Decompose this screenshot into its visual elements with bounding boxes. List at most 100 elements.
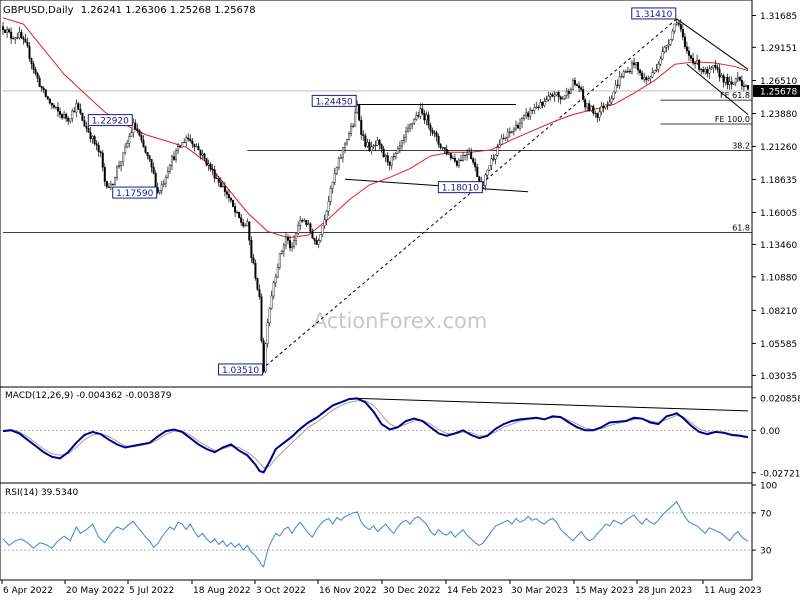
candle-body	[429, 124, 432, 131]
candle-body	[402, 136, 405, 141]
candle-body	[303, 219, 306, 222]
candle-body	[6, 29, 9, 33]
candle-body	[665, 45, 668, 48]
candle-body	[177, 146, 180, 151]
candle-body	[582, 89, 585, 100]
candle-body	[40, 86, 43, 89]
macd-lines	[2, 397, 749, 474]
candle-body	[341, 147, 344, 158]
candle-body	[553, 94, 556, 97]
candle-body	[44, 89, 47, 97]
candle-body	[168, 165, 171, 172]
candle-body	[496, 147, 499, 156]
candle-body	[91, 136, 94, 139]
candle-body	[732, 82, 735, 85]
candle-body	[645, 77, 648, 81]
candlesticks	[2, 18, 749, 374]
candle-body	[95, 143, 98, 146]
candle-body	[14, 37, 17, 40]
candle-body	[246, 221, 249, 226]
candle-body	[498, 144, 501, 148]
ohlc-label: 1.26241 1.26306 1.25268 1.25678	[81, 5, 256, 16]
candle-body	[346, 139, 349, 145]
candle-body	[384, 155, 387, 158]
price-tick-label: 1.21260	[760, 143, 797, 153]
candle-body	[85, 126, 88, 129]
candle-body	[248, 221, 251, 241]
pivot-label: 1.18010	[442, 184, 479, 194]
candle-body	[457, 159, 460, 166]
candle-body	[99, 151, 102, 154]
rsi-line	[2, 500, 749, 568]
candle-body	[628, 71, 631, 73]
candle-body	[107, 186, 110, 188]
candle-body	[508, 131, 511, 133]
candle-body	[421, 108, 424, 114]
candle-body	[356, 105, 359, 113]
candle-body	[77, 103, 80, 110]
candle-body	[390, 156, 393, 166]
candle-body	[20, 31, 23, 39]
candle-body	[136, 128, 139, 131]
candle-body	[592, 105, 595, 114]
candle-body	[140, 135, 143, 141]
last-price-box	[753, 84, 800, 97]
candle-body	[459, 159, 462, 161]
candle-body	[352, 125, 355, 127]
candle-body	[380, 144, 383, 150]
candle-body	[189, 138, 192, 142]
candle-body	[476, 166, 479, 178]
candle-body	[240, 217, 243, 223]
candle-body	[449, 153, 452, 159]
candle-body	[637, 62, 640, 71]
candle-body	[242, 222, 245, 227]
candle-body	[36, 73, 39, 79]
pivot-label-box	[218, 363, 264, 376]
candle-body	[535, 106, 538, 108]
candle-body	[331, 182, 334, 189]
candle-body	[144, 146, 147, 153]
candle-body	[519, 122, 522, 129]
candle-body	[641, 72, 644, 80]
candle-body	[586, 103, 589, 108]
candle-body	[134, 122, 137, 130]
candle-body	[370, 146, 373, 151]
candle-body	[213, 169, 216, 179]
candle-body	[537, 106, 540, 108]
candle-body	[447, 153, 450, 155]
time-tick-label: 15 May 2023	[575, 586, 634, 596]
candle-body	[130, 132, 133, 137]
candle-body	[120, 161, 123, 166]
candle-body	[437, 136, 440, 145]
candle-body	[195, 146, 198, 148]
candle-body	[502, 138, 505, 140]
macd-tick-label: 0.00	[760, 427, 780, 437]
trendline	[686, 63, 749, 115]
candle-body	[531, 109, 534, 111]
candle-body	[79, 108, 82, 114]
price-tick-label: 1.16005	[760, 209, 797, 219]
candle-body	[118, 165, 121, 168]
candle-body	[264, 343, 267, 372]
candle-body	[154, 172, 157, 188]
candle-body	[319, 234, 322, 241]
candle-body	[692, 58, 695, 64]
candle-body	[730, 81, 733, 85]
candle-body	[372, 145, 375, 147]
candle-body	[317, 240, 320, 245]
trendline	[261, 18, 678, 370]
candle-body	[16, 37, 19, 39]
candle-body	[407, 127, 410, 132]
candle-body	[561, 98, 564, 100]
candle-body	[311, 231, 314, 239]
candle-body	[327, 201, 330, 212]
candle-body	[486, 170, 489, 176]
macd-tick-label: 0.020858	[760, 394, 800, 404]
candle-body	[158, 190, 161, 193]
candle-body	[364, 135, 367, 147]
candle-body	[557, 92, 560, 98]
trendline	[344, 178, 529, 193]
candle-body	[205, 158, 208, 166]
candle-body	[708, 68, 711, 74]
price-axis: 1.31685 1.29151 1.26510 1.23880 1.21260 1.186…	[752, 12, 800, 382]
